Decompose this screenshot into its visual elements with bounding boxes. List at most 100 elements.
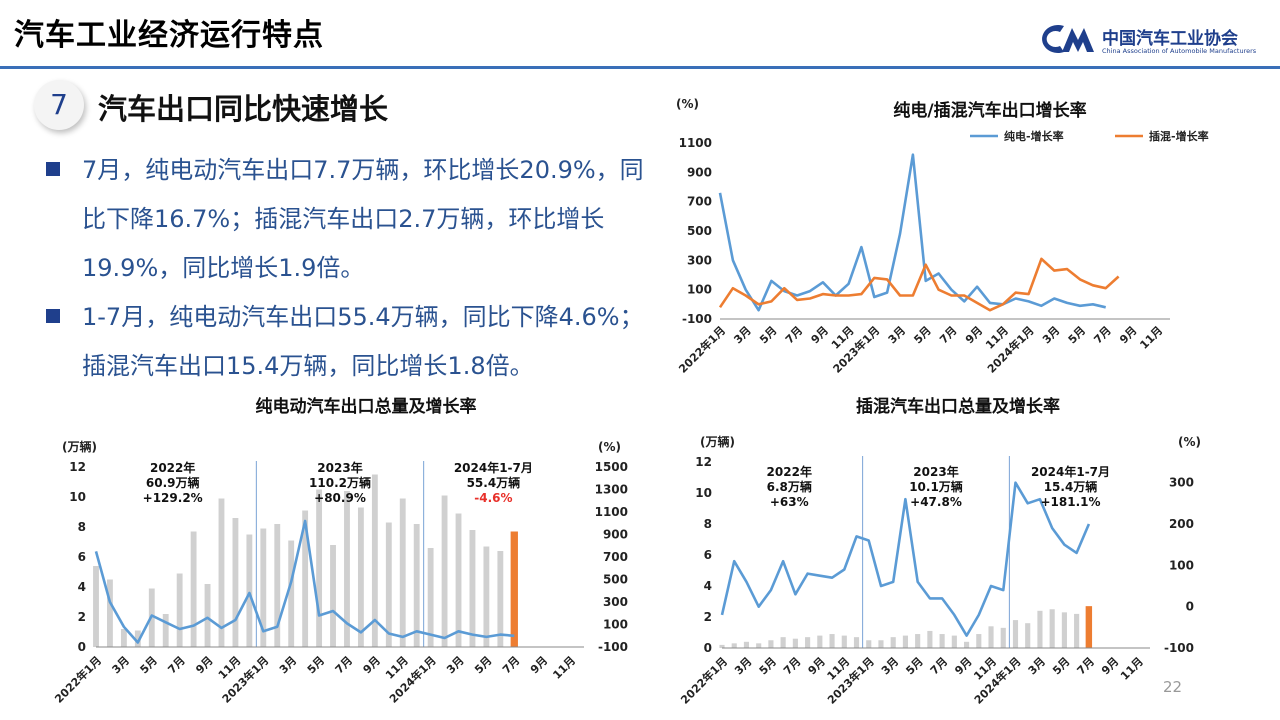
bar — [371, 474, 378, 647]
left-tick-label: 0 — [78, 640, 86, 654]
x-tick-label: 7月 — [928, 655, 950, 677]
right-tick-label: 100 — [603, 618, 628, 632]
y-tick-label: 500 — [687, 224, 712, 238]
annotation-period: 2022年 — [150, 460, 195, 475]
x-tick-label: 9月 — [809, 324, 831, 346]
bar — [915, 634, 921, 648]
annotation-growth: +47.8% — [910, 495, 962, 509]
series-line — [718, 153, 1106, 312]
y-tick-label: 100 — [687, 283, 712, 297]
right-tick-label: 100 — [1169, 558, 1194, 572]
bullet-text: 7月，纯电动汽车出口7.7万辆，环比增长20.9%，同比下降16.7%；插混汽车… — [82, 156, 644, 282]
bar — [878, 640, 884, 648]
caam-logo: 中国汽车工业协会 China Association of Automobile… — [1036, 18, 1266, 62]
bar — [204, 584, 211, 647]
section-number-badge: 7 — [34, 80, 84, 130]
annotation-total: 10.1万辆 — [909, 479, 963, 494]
x-tick-label: 7月 — [500, 654, 522, 676]
bar — [1000, 627, 1006, 648]
bar — [190, 531, 197, 647]
series-line — [718, 257, 1120, 312]
bar — [246, 534, 253, 647]
annotation-period: 2023年 — [913, 464, 958, 479]
x-tick-label: 11月 — [1118, 655, 1146, 683]
bar — [743, 641, 750, 648]
left-axis-unit: (万辆) — [700, 434, 735, 449]
annotation-period: 2022年 — [767, 464, 812, 479]
bar — [976, 634, 982, 648]
bar — [107, 579, 113, 647]
x-tick-label: 7月 — [783, 324, 805, 346]
annotation-period: 2024年1-7月 — [454, 460, 533, 475]
x-tick-label: 9月 — [361, 654, 383, 676]
bar-highlight — [510, 531, 518, 647]
right-tick-label: 900 — [603, 528, 628, 542]
left-tick-label: 4 — [704, 579, 712, 593]
left-tick-label: 10 — [69, 490, 86, 504]
bar — [176, 573, 183, 647]
bar — [288, 540, 295, 647]
chart-title: 插混汽车出口总量及增长率 — [856, 396, 1060, 417]
bar — [756, 643, 762, 648]
bar — [232, 518, 239, 647]
right-tick-label: 1500 — [595, 460, 628, 474]
chart-title: 纯电动汽车出口总量及增长率 — [256, 396, 477, 417]
bar — [413, 524, 420, 647]
right-tick-label: 500 — [603, 573, 628, 587]
x-tick-label: 11月 — [1137, 324, 1165, 352]
left-tick-label: 2 — [704, 610, 712, 624]
bar — [902, 635, 908, 648]
bar — [497, 551, 504, 647]
bar — [1074, 613, 1080, 648]
right-tick-label: 300 — [603, 595, 628, 609]
left-tick-label: 2 — [78, 610, 86, 624]
annotation-growth: +181.1% — [1040, 495, 1100, 509]
x-tick-label: 7月 — [1075, 655, 1097, 677]
right-tick-label: 1100 — [595, 505, 628, 519]
bullet-item: 7月，纯电动汽车出口7.7万辆，环比增长20.9%，同比下降16.7%；插混汽车… — [46, 146, 656, 293]
x-tick-label: 9月 — [193, 654, 215, 676]
x-tick-label: 2022年1月 — [676, 323, 729, 376]
y-tick-label: 300 — [687, 253, 712, 267]
legend-label: 插混-增长率 — [1149, 129, 1209, 143]
bar — [939, 634, 945, 648]
right-axis-unit: (%) — [1178, 435, 1201, 449]
bar — [469, 530, 476, 647]
x-tick-label: 7月 — [937, 324, 959, 346]
growth-rate-chart: 纯电/插混汽车出口增长率 (%) 纯电-增长率 插混-增长率 1100 900 700 500… — [676, 97, 1209, 376]
bullet-item: 1-7月，纯电动汽车出口55.4万辆，同比下降4.6%；插混汽车出口15.4万辆… — [46, 293, 656, 391]
y-tick-label: 700 — [687, 195, 712, 209]
annotation-growth: +80.9% — [314, 491, 366, 505]
bar — [134, 630, 141, 647]
x-tick-label: 3月 — [886, 324, 908, 346]
bar — [768, 640, 774, 648]
left-tick-label: 6 — [78, 550, 86, 564]
bar — [455, 513, 462, 647]
y-tick-label: -100 — [682, 312, 712, 326]
x-tick-label: 9月 — [963, 324, 985, 346]
x-tick-label: 11月 — [550, 654, 578, 682]
bar — [890, 637, 896, 648]
x-tick-label: 5月 — [903, 655, 925, 677]
left-tick-label: 8 — [78, 520, 86, 534]
bar — [357, 507, 364, 647]
bar — [719, 644, 725, 648]
bar — [427, 548, 434, 647]
right-tick-label: 200 — [1169, 517, 1194, 531]
bar — [780, 637, 786, 648]
left-tick-label: 10 — [695, 486, 712, 500]
bev-export-chart: 纯电动汽车出口总量及增长率 (万辆) (%) 12 10 8 6 4 2 0 1500 1300 110… — [52, 396, 628, 706]
y-tick-label: 1100 — [679, 136, 712, 150]
right-tick-label: 0 — [1186, 600, 1194, 614]
bar — [274, 524, 281, 647]
left-tick-label: 8 — [704, 517, 712, 531]
right-tick-label: -100 — [598, 640, 628, 654]
bullet-text: 1-7月，纯电动汽车出口55.4万辆，同比下降4.6%；插混汽车出口15.4万辆… — [82, 303, 644, 380]
bar — [260, 528, 267, 647]
x-tick-label: 2022年1月 — [680, 654, 730, 707]
right-axis-unit: (%) — [598, 440, 621, 454]
x-tick-label: 5月 — [757, 324, 779, 346]
x-tick-label: 5月 — [1066, 324, 1088, 346]
right-tick-label: 300 — [1169, 476, 1194, 490]
bullet-list: 7月，纯电动汽车出口7.7万辆，环比增长20.9%，同比下降16.7%；插混汽车… — [46, 146, 656, 391]
